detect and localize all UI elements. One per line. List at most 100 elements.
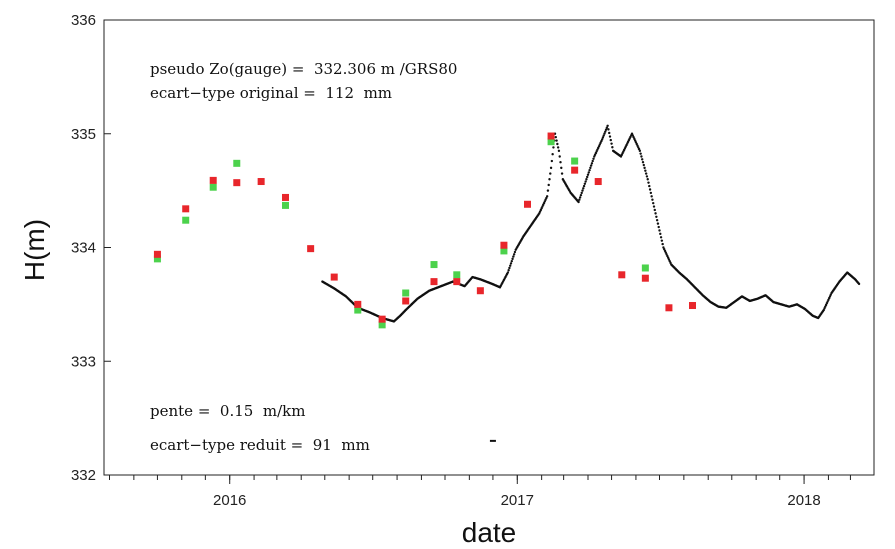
- level-dot: [641, 160, 645, 164]
- square-marker: [665, 304, 673, 312]
- level-dot: [559, 160, 562, 164]
- level-dot: [652, 205, 656, 208]
- level-dot: [578, 196, 582, 199]
- axes: 332 333 334 335 336 2016 2017 2018: [71, 12, 851, 509]
- level-dot: [508, 266, 511, 270]
- square-marker: [641, 264, 649, 272]
- level-dot: [602, 134, 605, 137]
- level-dot: [589, 164, 593, 167]
- square-marker: [282, 201, 289, 209]
- square-marker: [257, 178, 265, 186]
- square-marker: [618, 271, 626, 279]
- level-dot: [582, 187, 585, 190]
- level-dot: [603, 132, 606, 135]
- annotation-ecart-type-reduit: ecart−type reduit = 91 mm: [150, 436, 370, 454]
- level-dot: [639, 152, 642, 155]
- square-marker: [354, 300, 362, 308]
- square-marker: [378, 321, 386, 329]
- level-dot: [554, 135, 557, 139]
- level-dot: [604, 128, 608, 131]
- level-dot: [589, 166, 592, 170]
- square-marker: [307, 245, 315, 253]
- level-dot: [647, 181, 650, 184]
- level-dot: [857, 282, 861, 286]
- level-dot: [608, 131, 611, 135]
- level-dot: [512, 253, 516, 256]
- level-dot: [555, 139, 558, 142]
- level-dot: [644, 169, 647, 172]
- square-marker: [476, 287, 484, 295]
- square-marker: [571, 166, 579, 174]
- level-dot: [657, 225, 660, 229]
- y-tick-label: 332: [71, 467, 96, 484]
- level-dot: [653, 208, 656, 212]
- square-marker: [153, 250, 161, 258]
- level-dot: [600, 138, 604, 141]
- square-marker: [182, 216, 190, 224]
- level-dot: [507, 269, 510, 272]
- x-tick-label: 2016: [213, 492, 246, 509]
- data-marks: [153, 124, 861, 442]
- square-marker: [689, 302, 696, 310]
- level-dot: [661, 242, 664, 246]
- level-dot: [579, 193, 583, 197]
- level-dot: [584, 180, 587, 183]
- square-marker: [330, 273, 338, 281]
- level-dot: [583, 182, 587, 185]
- square-marker: [378, 315, 386, 323]
- level-dot: [547, 183, 550, 187]
- level-dot: [586, 173, 590, 176]
- square-marker: [547, 132, 555, 140]
- square-marker: [524, 200, 531, 208]
- square-marker: [182, 205, 190, 213]
- level-dot: [580, 191, 583, 195]
- square-marker: [430, 278, 438, 286]
- y-axis-title: H(m): [19, 219, 50, 281]
- level-dot: [643, 166, 646, 170]
- level-dot: [513, 250, 517, 254]
- square-marker: [500, 241, 508, 249]
- level-dot: [648, 184, 651, 188]
- plot-frame: [103, 19, 875, 476]
- level-dot: [592, 157, 595, 160]
- level-dot: [548, 178, 551, 181]
- level-dot: [545, 195, 549, 198]
- square-marker: [354, 306, 362, 314]
- square-marker: [500, 247, 508, 255]
- level-dot: [655, 215, 658, 218]
- level-dot: [581, 189, 584, 192]
- square-marker: [402, 289, 410, 297]
- level-dot: [551, 153, 554, 156]
- square-marker: [402, 297, 410, 305]
- level-dot: [556, 146, 560, 149]
- annotation-ecart-type-original: ecart−type original = 112 mm: [150, 84, 393, 102]
- level-dot: [651, 198, 654, 201]
- level-dot: [652, 201, 655, 205]
- level-dot: [512, 255, 515, 258]
- level-dot: [552, 146, 555, 149]
- annotation-pseudo-zo: pseudo Zo(gauge) = 332.306 m /GRS80: [150, 60, 458, 78]
- x-tick-label: 2018: [787, 492, 820, 509]
- level-dot: [550, 159, 554, 163]
- level-dot: [638, 149, 642, 153]
- level-dot: [605, 126, 609, 129]
- square-marker: [641, 274, 649, 282]
- level-dot: [591, 159, 594, 163]
- annotation-pente: pente = 0.15 m/km: [150, 402, 306, 420]
- level-dot: [606, 124, 609, 127]
- level-dot: [611, 146, 614, 149]
- level-dot: [601, 136, 605, 139]
- level-dot: [510, 259, 513, 263]
- level-dot: [511, 257, 514, 261]
- level-dot: [610, 142, 613, 145]
- square-marker: [282, 193, 289, 201]
- level-dot: [645, 175, 649, 178]
- square-marker: [233, 179, 241, 187]
- level-dot: [509, 262, 513, 265]
- level-dot: [609, 138, 612, 142]
- square-marker: [209, 183, 217, 191]
- square-marker: [594, 178, 602, 186]
- level-dot: [640, 155, 643, 158]
- level-dot: [549, 166, 553, 170]
